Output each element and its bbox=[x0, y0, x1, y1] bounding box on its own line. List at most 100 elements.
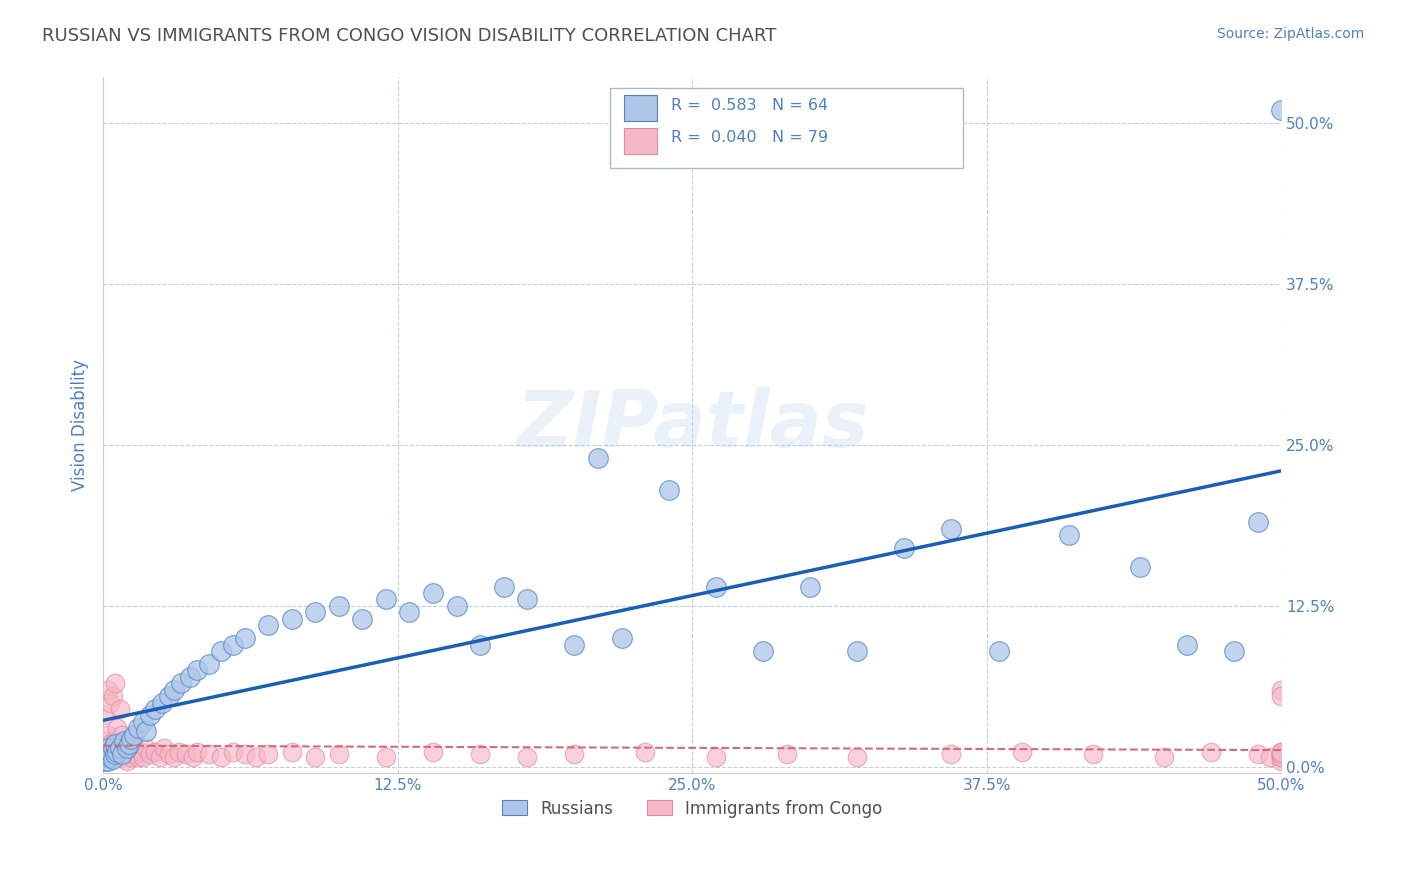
Point bbox=[122, 728, 145, 742]
Point bbox=[94, 747, 117, 761]
Point bbox=[94, 734, 117, 748]
Point bbox=[157, 689, 180, 703]
Point bbox=[328, 599, 350, 613]
Point bbox=[105, 722, 128, 736]
Point bbox=[143, 702, 166, 716]
Point bbox=[1247, 515, 1270, 529]
Point bbox=[157, 747, 180, 761]
Point bbox=[163, 682, 186, 697]
Point bbox=[101, 740, 124, 755]
Point bbox=[492, 580, 515, 594]
Point bbox=[564, 747, 586, 761]
Point bbox=[1270, 747, 1292, 761]
Point bbox=[97, 749, 120, 764]
Point bbox=[233, 747, 256, 761]
Point bbox=[104, 734, 127, 748]
Point bbox=[104, 747, 127, 761]
Point bbox=[846, 644, 869, 658]
Point bbox=[245, 749, 267, 764]
Point bbox=[181, 749, 204, 764]
Point bbox=[658, 483, 681, 497]
Point bbox=[104, 747, 127, 761]
Point bbox=[111, 749, 134, 764]
Point bbox=[941, 747, 963, 761]
Point bbox=[105, 749, 128, 764]
Point bbox=[586, 450, 609, 465]
Point bbox=[222, 745, 245, 759]
Point bbox=[398, 605, 420, 619]
Point bbox=[516, 592, 538, 607]
Point bbox=[374, 592, 396, 607]
Point bbox=[139, 747, 162, 761]
Point bbox=[704, 749, 727, 764]
Point bbox=[374, 749, 396, 764]
Point bbox=[752, 644, 775, 658]
Point bbox=[97, 682, 120, 697]
Point bbox=[112, 734, 135, 748]
Point bbox=[129, 745, 152, 759]
Point bbox=[115, 734, 138, 748]
Point bbox=[108, 740, 131, 755]
Point bbox=[170, 676, 193, 690]
Point bbox=[115, 754, 138, 768]
Point bbox=[209, 749, 232, 764]
Point bbox=[422, 586, 444, 600]
Point bbox=[1270, 749, 1292, 764]
Point bbox=[94, 749, 117, 764]
Point bbox=[120, 731, 142, 746]
Point bbox=[98, 737, 121, 751]
Point bbox=[941, 522, 963, 536]
Point bbox=[1270, 745, 1292, 759]
Point bbox=[132, 714, 155, 729]
Point bbox=[97, 740, 120, 755]
Point bbox=[704, 580, 727, 594]
Point bbox=[1270, 754, 1292, 768]
Point bbox=[111, 747, 134, 761]
Point bbox=[1258, 749, 1281, 764]
Point bbox=[139, 708, 162, 723]
Point bbox=[186, 663, 208, 677]
Text: Source: ZipAtlas.com: Source: ZipAtlas.com bbox=[1216, 27, 1364, 41]
Point bbox=[1059, 528, 1081, 542]
Point bbox=[122, 740, 145, 755]
Point bbox=[98, 745, 121, 759]
Point bbox=[94, 747, 117, 761]
Point bbox=[799, 580, 821, 594]
Point bbox=[97, 740, 120, 755]
Point bbox=[304, 605, 326, 619]
Point bbox=[1270, 682, 1292, 697]
Point bbox=[135, 723, 157, 738]
Point bbox=[1270, 689, 1292, 703]
Point bbox=[98, 747, 121, 761]
Point bbox=[143, 745, 166, 759]
Point bbox=[846, 749, 869, 764]
Point bbox=[209, 644, 232, 658]
Point bbox=[97, 747, 120, 761]
Point bbox=[1270, 745, 1292, 759]
Point bbox=[98, 696, 121, 710]
FancyBboxPatch shape bbox=[624, 128, 657, 154]
Point bbox=[634, 745, 657, 759]
Legend: Russians, Immigrants from Congo: Russians, Immigrants from Congo bbox=[495, 793, 889, 824]
Point bbox=[470, 747, 492, 761]
FancyBboxPatch shape bbox=[624, 95, 657, 121]
Point bbox=[198, 747, 221, 761]
Point bbox=[446, 599, 468, 613]
Point bbox=[422, 745, 444, 759]
Point bbox=[101, 752, 124, 766]
Point bbox=[1011, 745, 1033, 759]
Point bbox=[125, 747, 148, 761]
Point bbox=[893, 541, 915, 555]
Point bbox=[1270, 747, 1292, 761]
Point bbox=[120, 749, 142, 764]
Point bbox=[101, 749, 124, 764]
Point bbox=[127, 749, 149, 764]
Point bbox=[94, 708, 117, 723]
Point bbox=[104, 676, 127, 690]
Point bbox=[280, 612, 302, 626]
Point bbox=[1270, 749, 1292, 764]
Text: R =  0.040   N = 79: R = 0.040 N = 79 bbox=[671, 130, 828, 145]
Point bbox=[163, 749, 186, 764]
Point bbox=[105, 745, 128, 759]
Point bbox=[1153, 749, 1175, 764]
